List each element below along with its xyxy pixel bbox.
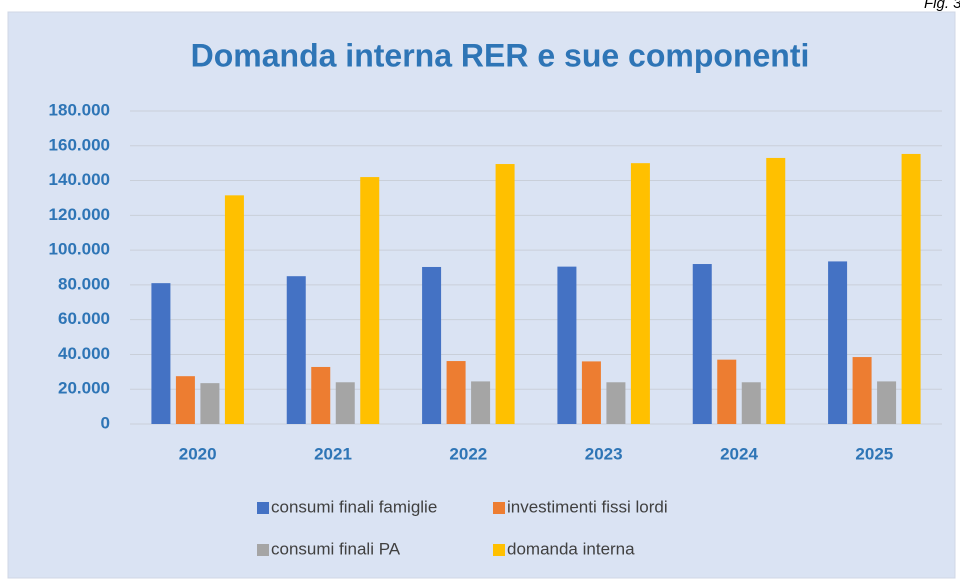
y-tick-label: 20.000 <box>58 379 110 398</box>
y-tick-label: 80.000 <box>58 274 110 293</box>
x-tick-label: 2024 <box>720 444 758 463</box>
y-tick-label: 60.000 <box>58 309 110 328</box>
bar <box>557 266 577 424</box>
bar <box>692 264 712 424</box>
legend-label: domanda interna <box>507 539 635 558</box>
y-tick-label: 40.000 <box>58 344 110 363</box>
chart-title: Domanda interna RER e sue componenti <box>191 37 810 73</box>
bar <box>151 283 171 424</box>
legend-label: investimenti fissi lordi <box>507 497 668 516</box>
legend-swatch <box>257 502 269 514</box>
bar <box>311 366 331 424</box>
legend-swatch <box>493 544 505 556</box>
y-tick-label: 180.000 <box>49 100 110 119</box>
bar <box>175 376 195 424</box>
bar <box>422 266 442 424</box>
bar <box>877 381 897 424</box>
y-tick-label: 100.000 <box>49 240 110 259</box>
bar <box>741 382 761 424</box>
x-tick-label: 2025 <box>855 444 893 463</box>
bar <box>286 276 306 424</box>
bar <box>471 381 491 424</box>
x-tick-label: 2020 <box>179 444 217 463</box>
bar <box>360 177 380 424</box>
bar <box>200 383 220 424</box>
bar <box>901 153 921 424</box>
y-tick-label: 120.000 <box>49 205 110 224</box>
y-tick-label: 0 <box>101 413 110 432</box>
bar <box>446 361 466 424</box>
legend-label: consumi finali famiglie <box>271 497 437 516</box>
bar <box>606 382 626 424</box>
bar <box>717 359 737 424</box>
legend-swatch <box>257 544 269 556</box>
figure-label: Fig. 3 <box>924 0 960 12</box>
bar <box>630 163 650 424</box>
legend-label: consumi finali PA <box>271 539 401 558</box>
x-tick-label: 2022 <box>449 444 487 463</box>
bar <box>224 195 244 424</box>
bar <box>581 361 601 424</box>
x-tick-label: 2023 <box>585 444 623 463</box>
bar <box>852 357 872 424</box>
y-tick-label: 160.000 <box>49 135 110 154</box>
y-tick-label: 140.000 <box>49 170 110 189</box>
x-tick-label: 2021 <box>314 444 352 463</box>
bar <box>335 382 355 424</box>
bar <box>766 157 786 424</box>
chart-area <box>7 11 956 579</box>
bar <box>495 164 515 424</box>
bar <box>828 261 848 424</box>
legend-swatch <box>493 502 505 514</box>
